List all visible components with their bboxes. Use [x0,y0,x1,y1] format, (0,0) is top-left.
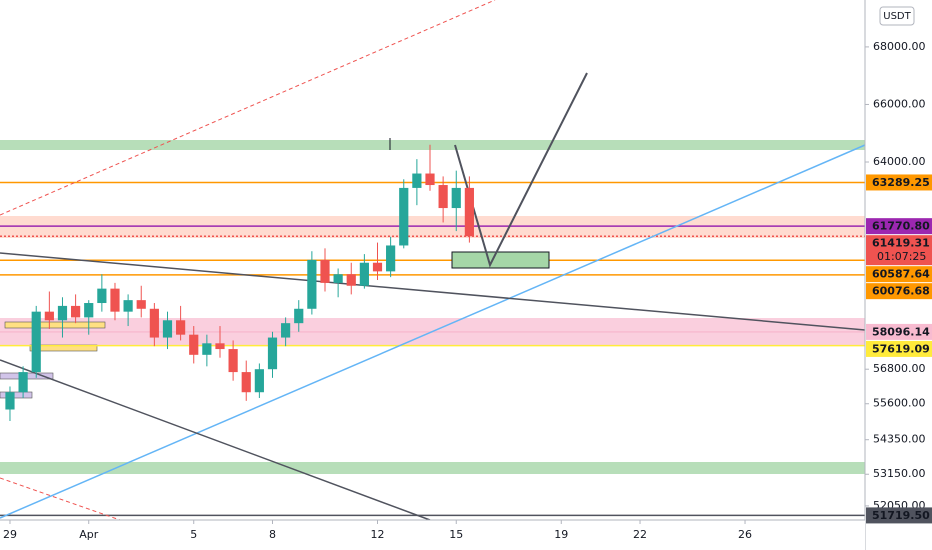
x-tick-label: 12 [371,528,385,541]
candle-body [359,262,369,286]
box [4,321,106,329]
x-tick-label: 19 [554,528,568,541]
y-tick-label: 53150.00 [873,467,926,480]
candle-body [464,187,474,237]
candle-body [386,245,396,272]
y-tick-label: 68000.00 [873,40,926,53]
candle-body [84,303,94,318]
price-tag [866,340,932,357]
candle-body [333,274,343,283]
price-tag-label: 61419.31 [872,237,930,250]
candle-body [320,259,330,283]
x-tick-label: 22 [633,528,647,541]
y-tick-label: 54350.00 [873,433,926,446]
price-tag [866,507,932,524]
currency-box[interactable] [879,6,915,26]
candle-body [307,259,317,309]
countdown: 01:07:25 [877,250,926,263]
candle-body [189,334,199,355]
trend-line [0,144,866,519]
resistance-zone [0,216,865,238]
candles [5,144,474,422]
candle-body [372,262,383,272]
price-tag-label: 60076.68 [872,285,930,298]
y-tick-label: 55600.00 [873,397,926,410]
candle-body [71,305,81,318]
candle-body [57,305,68,321]
candle-body [451,187,461,209]
x-tick-label: 29 [3,528,17,541]
candle-body [241,372,251,393]
x-tick-label: 8 [269,528,276,541]
candle-body [97,288,107,304]
candle-body [425,173,435,186]
x-tick-label: Apr [79,528,99,541]
price-tag-label: 63289.25 [872,176,930,189]
y-tick-label: 56800.00 [873,362,926,375]
candle-body [123,300,133,312]
supply-zone [0,140,865,150]
candle-body [254,369,264,393]
price-tag [866,283,932,300]
zones [0,140,865,474]
trend-line [0,359,431,521]
candle-body [281,323,291,338]
candle-body [228,349,238,373]
price-tag [866,174,932,191]
x-tick-label: 15 [449,528,463,541]
x-tick-label: 26 [738,528,752,541]
candle-body [5,392,15,410]
channel-line [0,477,121,521]
price-tag [866,235,932,266]
price-tag-label: 58096.14 [872,325,930,338]
target-box [451,251,550,269]
projection [454,72,588,268]
time-axis [0,520,865,550]
candle-body [215,343,225,350]
x-tick-label: 5 [190,528,197,541]
candle-body [136,300,146,309]
channel-line [0,0,496,216]
y-tick-label: 64000.00 [873,155,926,168]
demand-zone [0,462,865,474]
candle-body [399,187,409,246]
candle-body [162,320,173,338]
candle-body [176,320,186,335]
price-tag [866,218,932,235]
candle-body [438,185,448,209]
candle-body [346,274,356,286]
candle-body [110,288,120,312]
candle-body [294,308,304,324]
box [0,391,33,399]
price-tag-label: 51719.50 [872,509,930,522]
drawings [0,0,866,521]
y-tick-label: 66000.00 [873,97,926,110]
price-tag [866,266,932,283]
price-tag-label: 57619.09 [872,342,930,355]
currency: USDT [883,11,911,22]
candle-body [202,343,212,355]
candle-body [412,173,422,188]
axis-labels: 68000.00 66000.00 64000.00 56800.00 55600.00… [3,40,932,541]
price-tag [866,323,932,340]
candle-body [44,311,54,321]
candle-body [267,337,278,370]
price-tag-label: 60587.64 [872,268,930,281]
price-tag-label: 61770.80 [872,220,930,233]
candle-body [31,311,41,373]
trend-line [0,252,866,331]
candle-body [18,372,28,393]
candle-body [149,308,159,338]
